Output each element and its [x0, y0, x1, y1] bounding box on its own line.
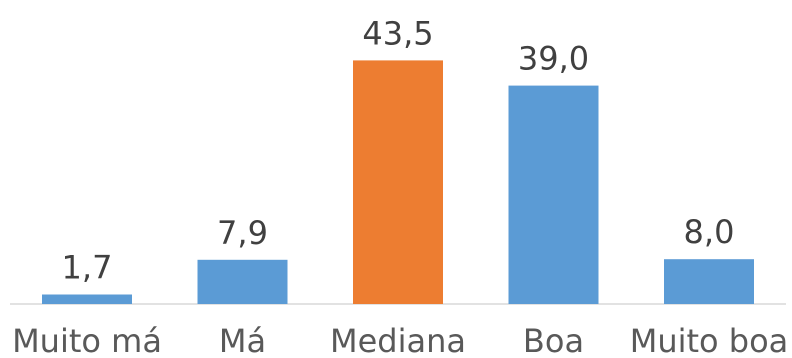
value-label-2: 43,5 [362, 14, 433, 52]
bar-3 [508, 85, 599, 304]
value-label-0: 1,7 [62, 249, 113, 287]
category-label-2: Mediana [330, 322, 466, 358]
bar-1 [197, 259, 288, 304]
bar-2 [353, 60, 443, 305]
bars-group [42, 60, 754, 305]
value-labels-group: 1,7 7,9 43,5 39,0 8,0 [62, 14, 735, 286]
value-label-4: 8,0 [684, 213, 735, 251]
category-labels-group: Muito má Má Mediana Boa Muito boa [12, 322, 788, 358]
bar-4 [664, 259, 754, 304]
bar-0 [42, 294, 132, 304]
category-label-1: Má [219, 322, 266, 358]
category-label-0: Muito má [12, 322, 162, 358]
category-label-4: Muito boa [630, 322, 789, 358]
value-label-3: 39,0 [518, 40, 589, 78]
category-label-3: Boa [523, 322, 584, 358]
value-label-1: 7,9 [217, 214, 268, 252]
